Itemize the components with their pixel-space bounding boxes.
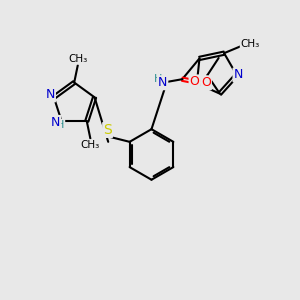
Text: H: H [56,120,64,130]
Text: H: H [153,74,162,84]
Text: N: N [51,116,60,129]
Text: N: N [158,76,167,89]
Text: CH₃: CH₃ [241,39,260,49]
Text: N: N [46,88,55,101]
Text: S: S [103,123,112,137]
Text: CH₃: CH₃ [81,140,100,150]
Text: N: N [233,68,243,82]
Text: O: O [190,75,200,88]
Text: O: O [201,76,211,89]
Text: CH₃: CH₃ [68,54,87,64]
